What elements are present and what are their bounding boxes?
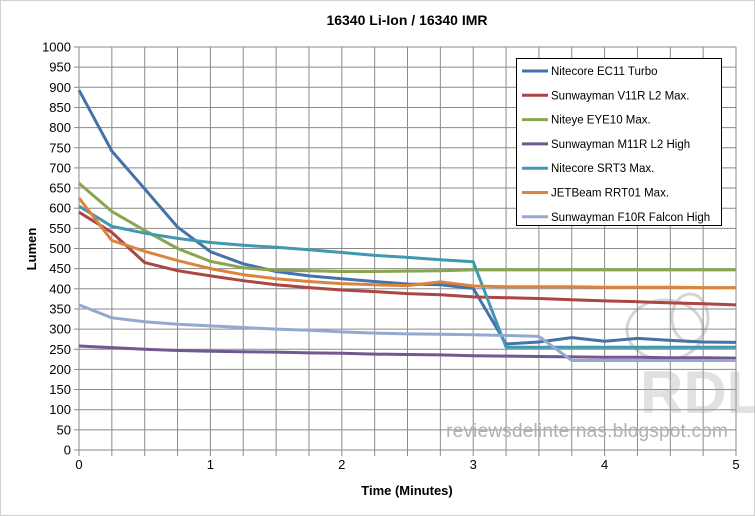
y-tick-label: 300 — [49, 322, 71, 337]
legend-label: Sunwayman M11R L2 High — [551, 139, 690, 151]
legend: Nitecore EC11 Turbo Sunwayman V11R L2 Max… — [516, 58, 722, 226]
y-tick-label: 800 — [49, 120, 71, 135]
y-tick-label: 950 — [49, 60, 71, 75]
watermark: RDL reviewsdelinternas.blogspot.com — [446, 292, 755, 442]
y-tick-label: 650 — [49, 181, 71, 196]
axis-ticks: 0501001502002503003504004505005506006507… — [42, 40, 740, 473]
x-tick-label: 4 — [601, 457, 608, 472]
y-tick-label: 450 — [49, 261, 71, 276]
y-tick-label: 1000 — [42, 40, 71, 55]
legend-label: Sunwayman V11R L2 Max. — [551, 90, 690, 102]
x-tick-label: 1 — [207, 457, 214, 472]
x-tick-label: 2 — [338, 457, 345, 472]
y-tick-label: 100 — [49, 402, 71, 417]
y-tick-label: 900 — [49, 80, 71, 95]
series-line-niteye-eye10-max — [78, 182, 736, 273]
y-tick-label: 400 — [49, 281, 71, 296]
series-line-sunwayman-f10r-falcon-high — [78, 303, 736, 362]
y-tick-label: 550 — [49, 221, 71, 236]
series-lines — [77, 89, 737, 362]
y-axis-label: Lumen — [24, 228, 39, 271]
series-line-sunwayman-v11r-l2-max — [78, 210, 737, 307]
y-tick-label: 600 — [49, 201, 71, 216]
x-axis-label: Time (Minutes) — [361, 483, 453, 498]
legend-box — [516, 58, 722, 226]
legend-label: Niteye EYE10 Max. — [551, 115, 651, 127]
legend-label: Sunwayman F10R Falcon High — [551, 212, 710, 224]
legend-label: Nitecore SRT3 Max. — [551, 163, 654, 175]
y-tick-label: 500 — [49, 241, 71, 256]
series-line-nitecore-ec11-turbo — [77, 89, 737, 346]
y-tick-label: 750 — [49, 140, 71, 155]
series-line-nitecore-srt3-max — [78, 204, 736, 349]
legend-label: JETBeam RRT01 Max. — [551, 188, 669, 200]
chart-title: 16340 Li-Ion / 16340 IMR — [326, 12, 487, 28]
y-tick-label: 850 — [49, 100, 71, 115]
series-line-jetbeam-rrt01-max — [77, 197, 736, 290]
y-tick-label: 50 — [57, 422, 71, 437]
y-tick-label: 250 — [49, 342, 71, 357]
y-tick-label: 350 — [49, 301, 71, 316]
watermark-text: reviewsdelinternas.blogspot.com — [446, 421, 728, 442]
x-tick-label: 5 — [732, 457, 739, 472]
gridlines — [78, 46, 737, 451]
legend-label: Nitecore EC11 Turbo — [551, 66, 658, 78]
series-line-sunwayman-m11r-l2-high — [78, 344, 737, 360]
y-tick-label: 150 — [49, 382, 71, 397]
x-tick-label: 0 — [75, 457, 82, 472]
svg-text:RDL: RDL — [640, 359, 755, 426]
y-tick-label: 700 — [49, 160, 71, 175]
x-tick-label: 3 — [470, 457, 477, 472]
y-tick-label: 0 — [64, 443, 71, 458]
y-tick-label: 200 — [49, 362, 71, 377]
